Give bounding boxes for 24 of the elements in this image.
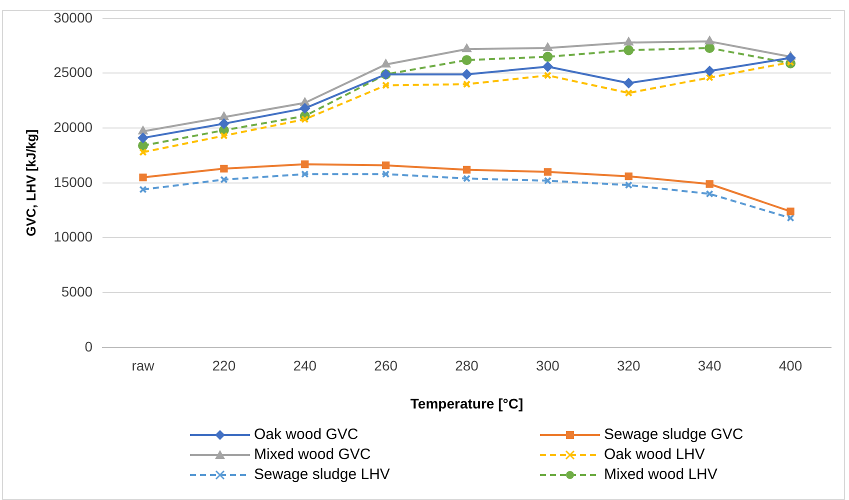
x-axis-title: Temperature [°C]	[410, 395, 524, 412]
legend-label: Mixed wood GVC	[254, 445, 371, 464]
x-tick-label: 320	[616, 358, 641, 374]
y-tick-label: 15000	[54, 174, 93, 190]
legend-label: Oak wood LHV	[604, 445, 705, 464]
x-tick-label: 280	[455, 358, 479, 374]
x-tick-label: 220	[212, 358, 236, 374]
x-tick-label: raw	[132, 358, 156, 374]
y-tick-label: 0	[84, 338, 93, 354]
x-tick-label: 260	[374, 358, 398, 374]
legend-label: Sewage sludge LHV	[254, 465, 390, 484]
y-tick-label: 30000	[54, 9, 93, 26]
y-tick-label: 25000	[54, 64, 93, 80]
y-tick-label: 10000	[54, 228, 93, 245]
x-tick-label: 340	[698, 358, 722, 374]
legend-label: Mixed wood LHV	[604, 465, 718, 484]
y-axis-title: GVC, LHV [kJ/kg]	[23, 129, 38, 236]
y-tick-label: 5000	[61, 283, 93, 300]
legend-label: Oak wood GVC	[254, 425, 358, 444]
x-tick-label: 240	[293, 358, 317, 374]
legend-label: Sewage sludge GVC	[604, 425, 744, 444]
y-tick-label: 20000	[54, 118, 93, 135]
x-tick-label: 300	[536, 358, 560, 374]
x-tick-label: 400	[778, 358, 802, 374]
